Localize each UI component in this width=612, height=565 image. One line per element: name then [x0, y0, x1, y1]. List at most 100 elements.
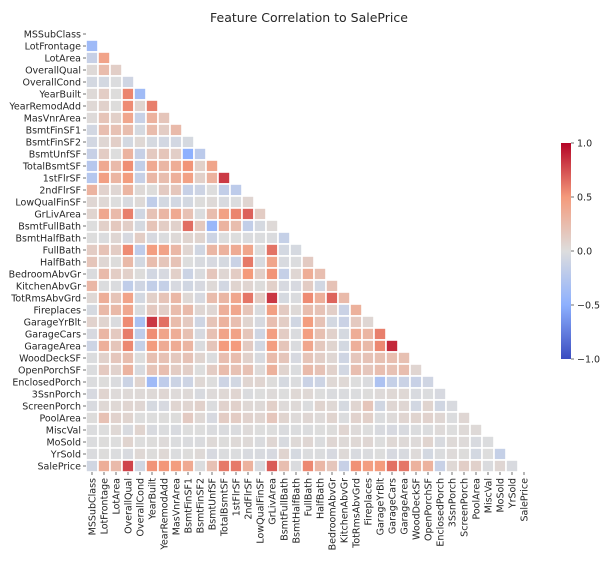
heatmap-cell [97, 231, 111, 245]
heatmap-cell [241, 447, 255, 461]
heatmap-cell [397, 435, 411, 449]
heatmap-cell [217, 231, 231, 245]
heatmap-cells [85, 39, 519, 473]
heatmap-cell [349, 399, 363, 413]
heatmap-cell [85, 87, 99, 101]
heatmap-cell [277, 375, 291, 389]
heatmap-cell [145, 207, 159, 221]
heatmap-cell [157, 375, 171, 389]
heatmap-cell [229, 435, 243, 449]
y-tick-label: TotalBsmtSF [22, 162, 81, 173]
heatmap-cell [133, 411, 147, 425]
y-tick-label: 1stFlrSF [43, 174, 81, 185]
heatmap-cell [169, 183, 183, 197]
heatmap-cell [241, 267, 255, 281]
heatmap-cell [217, 411, 231, 425]
heatmap-cell [325, 411, 339, 425]
heatmap-cell [205, 303, 219, 317]
heatmap-cell [193, 351, 207, 365]
heatmap-cell [313, 315, 327, 329]
heatmap-cell [181, 459, 195, 473]
heatmap-cell [229, 279, 243, 293]
heatmap-cell [277, 423, 291, 437]
heatmap-cell [217, 279, 231, 293]
heatmap-cell [409, 435, 423, 449]
heatmap-cell [133, 399, 147, 413]
heatmap-cell [229, 447, 243, 461]
heatmap-cell [241, 399, 255, 413]
x-tick-label: LotFrontage [100, 478, 111, 535]
heatmap-cell [217, 423, 231, 437]
heatmap-cell [133, 459, 147, 473]
heatmap-cell [97, 267, 111, 281]
heatmap-cell [193, 423, 207, 437]
heatmap-cell [121, 87, 135, 101]
heatmap-cell [181, 315, 195, 329]
y-tick-label: PoolArea [39, 414, 81, 425]
heatmap-cell [361, 447, 375, 461]
heatmap-cell [121, 459, 135, 473]
x-tick-label: HalfBath [316, 478, 327, 519]
heatmap-cell [325, 459, 339, 473]
heatmap-cell [181, 291, 195, 305]
heatmap-cell [277, 411, 291, 425]
heatmap-cell [193, 231, 207, 245]
heatmap-cell [229, 183, 243, 197]
heatmap-cell [181, 219, 195, 233]
x-tick-labels: MSSubClass LotFrontage LotArea OverallQual O… [88, 472, 531, 551]
heatmap-cell [205, 159, 219, 173]
y-tick-label: LotArea [44, 54, 81, 65]
heatmap-cell [289, 351, 303, 365]
heatmap-cell [97, 123, 111, 137]
heatmap-cell [361, 399, 375, 413]
heatmap-cell [253, 231, 267, 245]
heatmap-cell [325, 315, 339, 329]
y-tick-label: GarageArea [24, 342, 81, 353]
heatmap-cell [289, 387, 303, 401]
heatmap-cell [277, 291, 291, 305]
heatmap-cell [97, 219, 111, 233]
heatmap-cell [169, 279, 183, 293]
heatmap-cell [205, 195, 219, 209]
heatmap-cell [385, 375, 399, 389]
heatmap-cell [181, 267, 195, 281]
heatmap-cell [121, 387, 135, 401]
heatmap-cell [145, 171, 159, 185]
heatmap-cell [85, 99, 99, 113]
heatmap-cell [97, 75, 111, 89]
heatmap-cell [493, 447, 507, 461]
heatmap-cell [85, 63, 99, 77]
heatmap-cell [145, 291, 159, 305]
heatmap-cell [265, 375, 279, 389]
heatmap-cell [373, 387, 387, 401]
heatmap-cell [385, 447, 399, 461]
heatmap-cell [85, 75, 99, 89]
y-tick-label: BedroomAbvGr [9, 270, 81, 281]
heatmap-cell [145, 411, 159, 425]
heatmap-cell [193, 207, 207, 221]
heatmap-cell [277, 279, 291, 293]
heatmap-cell [337, 387, 351, 401]
heatmap-cell [373, 351, 387, 365]
y-tick-label: OverallCond [23, 78, 81, 89]
heatmap-cell [409, 459, 423, 473]
y-tick-label: WoodDeckSF [19, 354, 81, 365]
x-tick-label: EnclosedPorch [436, 478, 447, 547]
heatmap-cell [205, 447, 219, 461]
heatmap-cell [457, 435, 471, 449]
heatmap-cell [253, 315, 267, 329]
heatmap-cell [325, 339, 339, 353]
heatmap-cell [121, 423, 135, 437]
heatmap-cell [157, 159, 171, 173]
heatmap-cell [229, 423, 243, 437]
y-tick-label: BsmtHalfBath [16, 234, 81, 245]
heatmap-cell [229, 267, 243, 281]
heatmap-cell [181, 147, 195, 161]
heatmap-cell [85, 375, 99, 389]
heatmap-cell [133, 171, 147, 185]
heatmap-cell [97, 207, 111, 221]
heatmap-cell [145, 267, 159, 281]
heatmap-cell [313, 399, 327, 413]
heatmap-cell [121, 279, 135, 293]
